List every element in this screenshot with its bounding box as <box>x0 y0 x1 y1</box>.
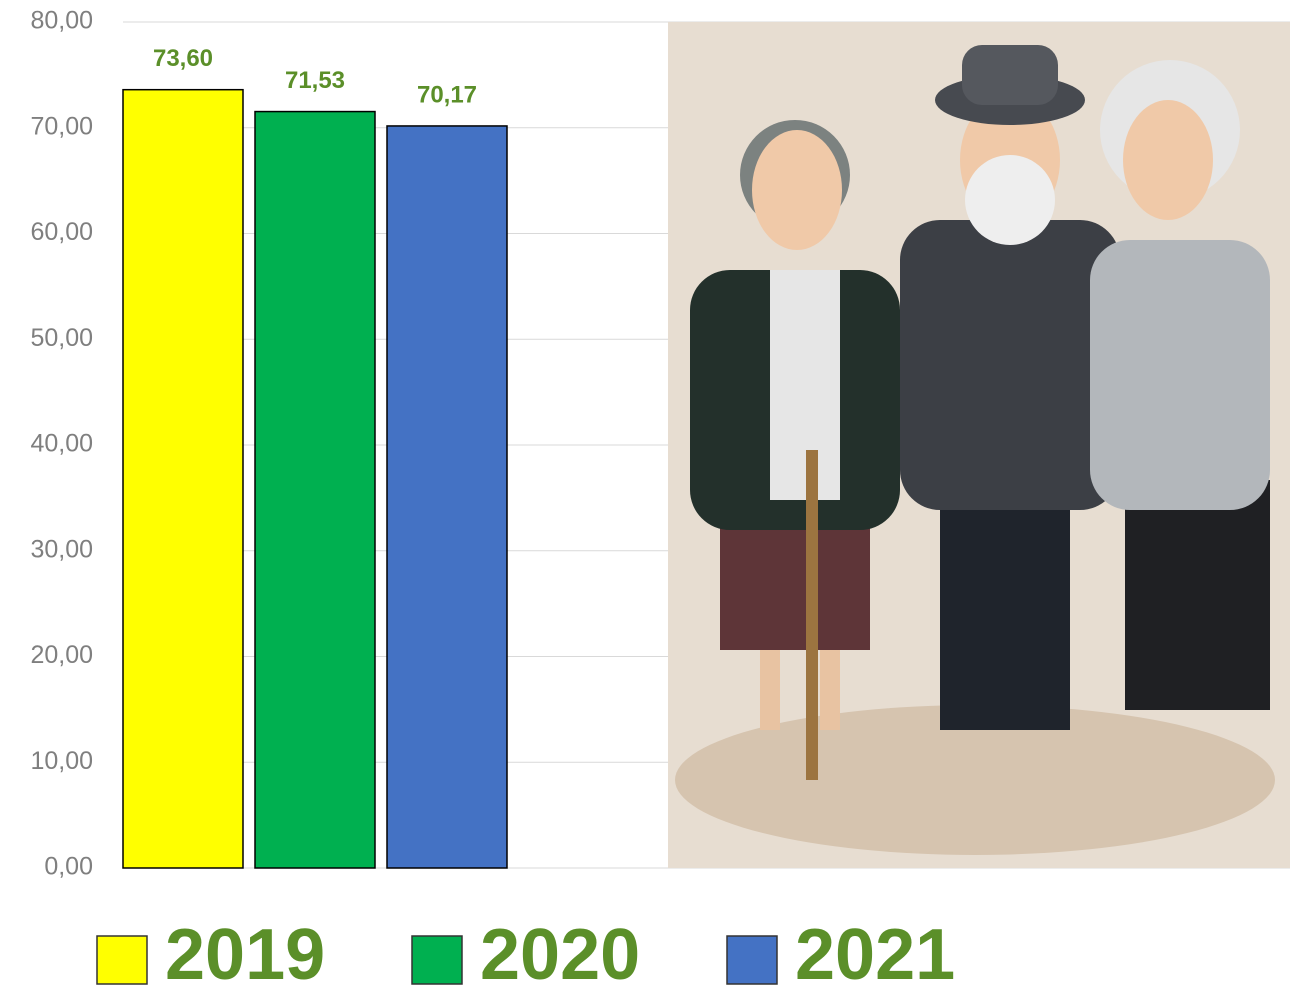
bar <box>387 126 507 868</box>
trousers <box>940 480 1070 730</box>
beard <box>965 155 1055 245</box>
y-tick-label: 80,00 <box>30 7 93 35</box>
bar <box>123 90 243 868</box>
face <box>1123 100 1213 220</box>
leg <box>760 650 780 730</box>
y-tick-label: 20,00 <box>30 641 93 669</box>
coat <box>900 220 1120 510</box>
y-tick-label: 70,00 <box>30 112 93 140</box>
legend-swatch <box>412 936 462 984</box>
value-label: 73,60 <box>153 45 213 72</box>
y-tick-label: 50,00 <box>30 324 93 352</box>
y-tick-label: 40,00 <box>30 430 93 458</box>
value-label: 71,53 <box>285 67 345 94</box>
y-tick-label: 0,00 <box>44 853 93 881</box>
blouse <box>770 270 840 500</box>
legend-label: 2019 <box>165 915 325 986</box>
hat <box>962 45 1058 105</box>
legend-label: 2020 <box>480 915 640 986</box>
jacket <box>1090 240 1270 510</box>
leg <box>820 650 840 730</box>
y-tick-label: 10,00 <box>30 747 93 775</box>
legend-swatch <box>727 936 777 984</box>
y-tick-label: 60,00 <box>30 218 93 246</box>
legend: 2019 2020 2021 <box>97 915 955 986</box>
y-tick-label: 30,00 <box>30 535 93 563</box>
plot: 0,00 10,00 20,00 30,00 40,00 50,00 60,00 70,00 8… <box>30 7 507 881</box>
legend-swatch <box>97 936 147 984</box>
cane <box>806 450 818 780</box>
value-label: 70,17 <box>417 81 477 108</box>
chart: 0,00 10,00 20,00 30,00 40,00 50,00 60,00 70,00 8… <box>0 0 1294 986</box>
skirt <box>1125 480 1270 710</box>
face <box>752 130 842 250</box>
illustration <box>668 22 1290 868</box>
legend-label: 2021 <box>795 915 955 986</box>
bar <box>255 112 375 868</box>
